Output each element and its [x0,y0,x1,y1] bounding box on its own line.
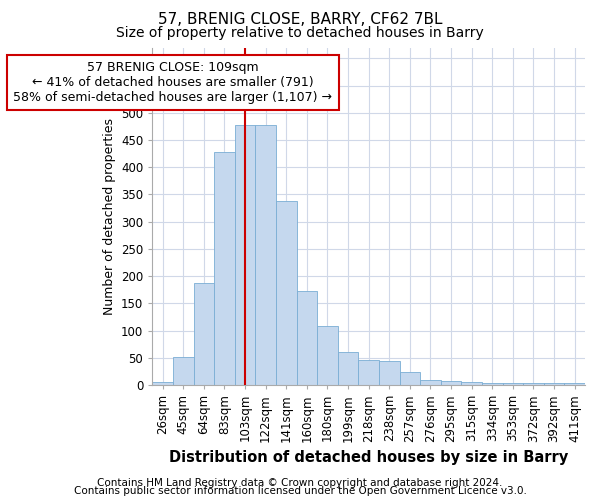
Bar [379,361,400,385]
Bar [523,383,544,385]
Bar [214,152,235,385]
Bar [317,326,338,385]
Bar [461,382,482,385]
Bar [338,352,358,385]
Text: Contains public sector information licensed under the Open Government Licence v3: Contains public sector information licen… [74,486,526,496]
Bar [544,384,565,385]
Bar [441,380,461,385]
Text: 57, BRENIG CLOSE, BARRY, CF62 7BL: 57, BRENIG CLOSE, BARRY, CF62 7BL [158,12,442,28]
Bar [276,201,296,385]
X-axis label: Distribution of detached houses by size in Barry: Distribution of detached houses by size … [169,450,568,465]
Bar [400,372,420,385]
Bar [194,283,214,385]
Text: Contains HM Land Registry data © Crown copyright and database right 2024.: Contains HM Land Registry data © Crown c… [97,478,503,488]
Bar [565,384,585,385]
Bar [482,384,503,385]
Bar [296,292,317,385]
Bar [235,126,256,385]
Bar [256,126,276,385]
Bar [152,382,173,385]
Y-axis label: Number of detached properties: Number of detached properties [103,118,116,315]
Text: Size of property relative to detached houses in Barry: Size of property relative to detached ho… [116,26,484,40]
Bar [358,360,379,385]
Bar [420,380,441,385]
Text: 57 BRENIG CLOSE: 109sqm
← 41% of detached houses are smaller (791)
58% of semi-d: 57 BRENIG CLOSE: 109sqm ← 41% of detache… [13,61,332,104]
Bar [173,356,194,385]
Bar [503,384,523,385]
